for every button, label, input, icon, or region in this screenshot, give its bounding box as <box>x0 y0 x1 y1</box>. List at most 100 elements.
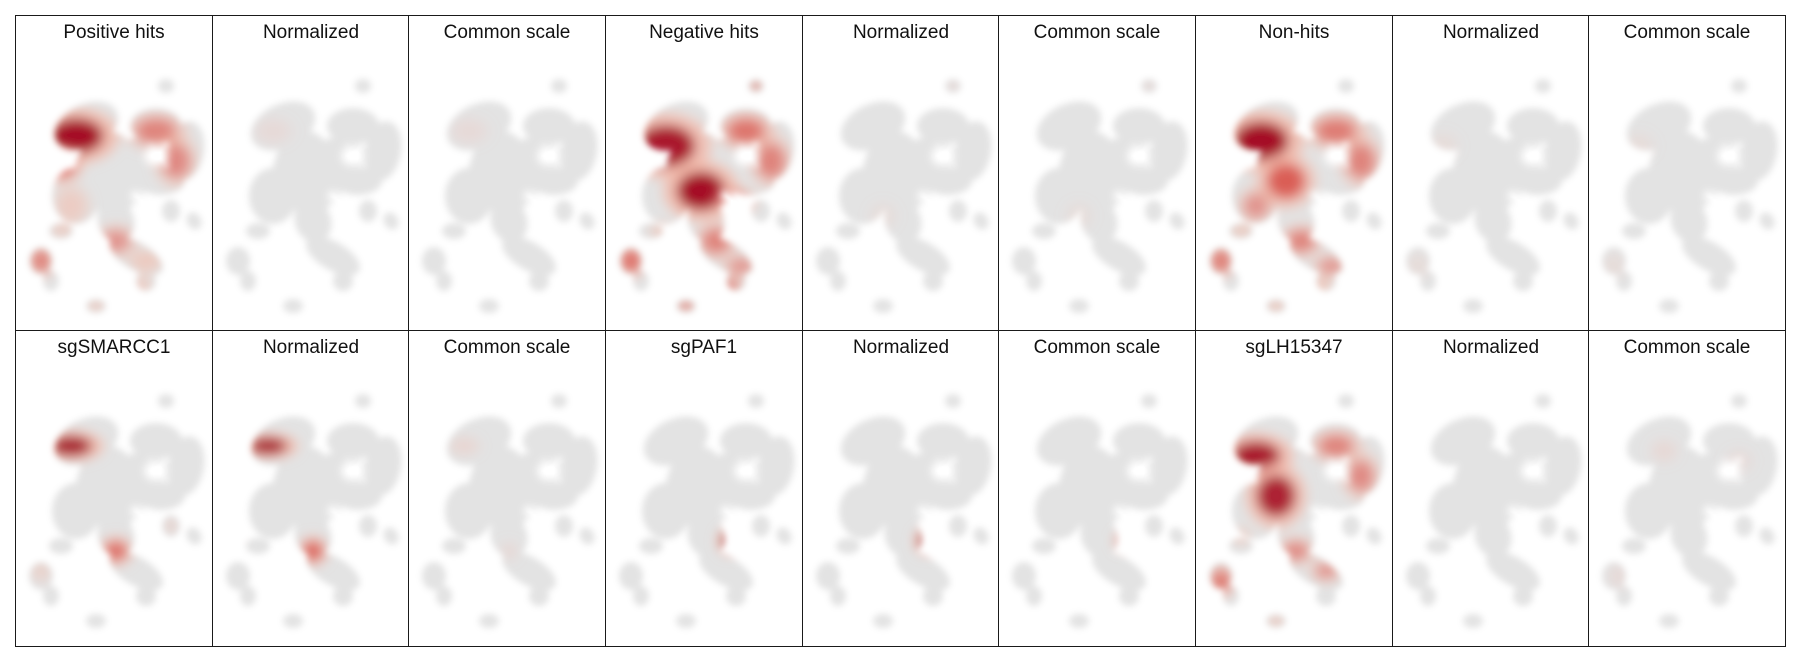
density-hotspot <box>248 438 288 454</box>
density-hotspot <box>1431 136 1455 156</box>
umap-cloud <box>409 56 605 326</box>
density-hotspot <box>1232 441 1280 471</box>
density-hotspot <box>88 300 104 312</box>
density-hotspot <box>1318 258 1344 274</box>
density-hotspot <box>1268 615 1284 627</box>
umap-cloud <box>999 371 1195 641</box>
umap-cloud <box>213 371 409 641</box>
panel-title: Normalized <box>262 22 360 43</box>
density-hotspot <box>728 258 754 274</box>
umap-panel: Common scale <box>998 330 1196 647</box>
umap-panel: Normalized <box>802 15 1000 332</box>
panel-title: sgSMARCC1 <box>57 337 171 358</box>
umap-panel: Normalized <box>802 330 1000 647</box>
density-hotspot <box>1233 121 1289 161</box>
panel-title: Common scale <box>443 337 571 358</box>
density-hotspot <box>726 118 766 144</box>
density-hotspot <box>31 249 51 273</box>
density-hotspot <box>50 436 92 456</box>
umap-cloud <box>999 56 1195 326</box>
umap-panel: Common scale <box>998 15 1196 332</box>
umap-panel: Positive hits <box>15 15 213 332</box>
density-hotspot <box>101 229 131 253</box>
umap-panel: Common scale <box>1588 330 1786 647</box>
panel-title: Normalized <box>852 337 950 358</box>
density-hotspot <box>919 532 937 550</box>
density-hotspot <box>873 206 893 226</box>
density-hotspot <box>161 143 191 179</box>
umap-density-plot <box>1196 371 1392 641</box>
umap-panel: Normalized <box>1392 15 1590 332</box>
umap-panel: Normalized <box>1392 330 1590 647</box>
panel-title: Common scale <box>1033 337 1161 358</box>
density-hotspot <box>452 439 476 453</box>
panel-title: Common scale <box>1033 22 1161 43</box>
umap-density-plot <box>213 371 409 641</box>
umap-density-plot <box>606 56 802 326</box>
density-hotspot <box>1627 136 1651 156</box>
density-hotspot <box>653 225 669 237</box>
density-hotspot <box>303 541 323 561</box>
density-hotspot <box>1233 530 1249 542</box>
density-hotspot <box>1256 475 1296 517</box>
umap-cloud <box>803 371 999 641</box>
umap-density-plot <box>1196 56 1392 326</box>
density-hotspot <box>678 300 694 312</box>
density-hotspot <box>502 544 516 558</box>
umap-density-plot <box>213 56 409 326</box>
umap-density-plot <box>16 371 212 641</box>
density-hotspot <box>723 278 739 294</box>
umap-panel: sgSMARCC1 <box>15 330 213 647</box>
density-hotspot <box>750 80 762 92</box>
density-hotspot <box>947 80 959 92</box>
umap-density-plot <box>409 56 605 326</box>
panel-title: Normalized <box>1442 22 1540 43</box>
umap-cloud <box>803 56 999 326</box>
density-hotspot <box>1348 460 1374 492</box>
density-hotspot <box>227 531 239 541</box>
umap-density-plot <box>999 56 1195 326</box>
density-hotspot <box>53 225 69 237</box>
panel-title: Non-hits <box>1258 22 1330 43</box>
density-hotspot <box>46 154 76 178</box>
umap-panel: sgLH15347 <box>1195 330 1393 647</box>
density-hotspot <box>756 143 786 179</box>
density-hotspot <box>1611 566 1627 586</box>
panel-title: Normalized <box>852 22 950 43</box>
umap-cloud <box>213 56 409 326</box>
density-hotspot <box>1314 563 1338 579</box>
umap-density-plot <box>803 56 999 326</box>
density-hotspot <box>677 171 725 211</box>
umap-panel: Negative hits <box>605 15 803 332</box>
panel-title: Normalized <box>1442 337 1540 358</box>
umap-cloud <box>1589 56 1785 326</box>
density-hotspot <box>1069 206 1089 226</box>
umap-panel: sgPAF1 <box>605 330 803 647</box>
density-hotspot <box>1233 225 1249 237</box>
density-hotspot <box>258 121 288 141</box>
density-hotspot <box>1266 163 1306 199</box>
density-hotspot <box>722 532 740 550</box>
umap-density-plot <box>606 371 802 641</box>
density-hotspot <box>1116 533 1132 549</box>
umap-density-plot <box>1393 371 1589 641</box>
umap-cloud <box>16 371 212 641</box>
panel-grid: Positive hits Normalized Common scale Negat… <box>15 15 1786 647</box>
density-hotspot <box>1268 300 1284 312</box>
density-hotspot <box>1318 434 1354 458</box>
density-hotspot <box>621 249 641 273</box>
density-hotspot <box>1729 453 1749 469</box>
umap-panel: Common scale <box>408 15 606 332</box>
density-hotspot <box>33 563 49 579</box>
umap-panel: Common scale <box>408 330 606 647</box>
density-hotspot <box>1313 278 1329 294</box>
panel-title: Common scale <box>443 22 571 43</box>
umap-density-plot <box>1393 56 1589 326</box>
umap-cloud <box>1393 56 1589 326</box>
density-hotspot <box>1211 569 1231 593</box>
umap-panel: Normalized <box>212 330 410 647</box>
density-hotspot <box>48 118 104 154</box>
panel-title: Common scale <box>1623 22 1751 43</box>
density-hotspot <box>133 253 159 269</box>
density-hotspot <box>1286 229 1316 253</box>
